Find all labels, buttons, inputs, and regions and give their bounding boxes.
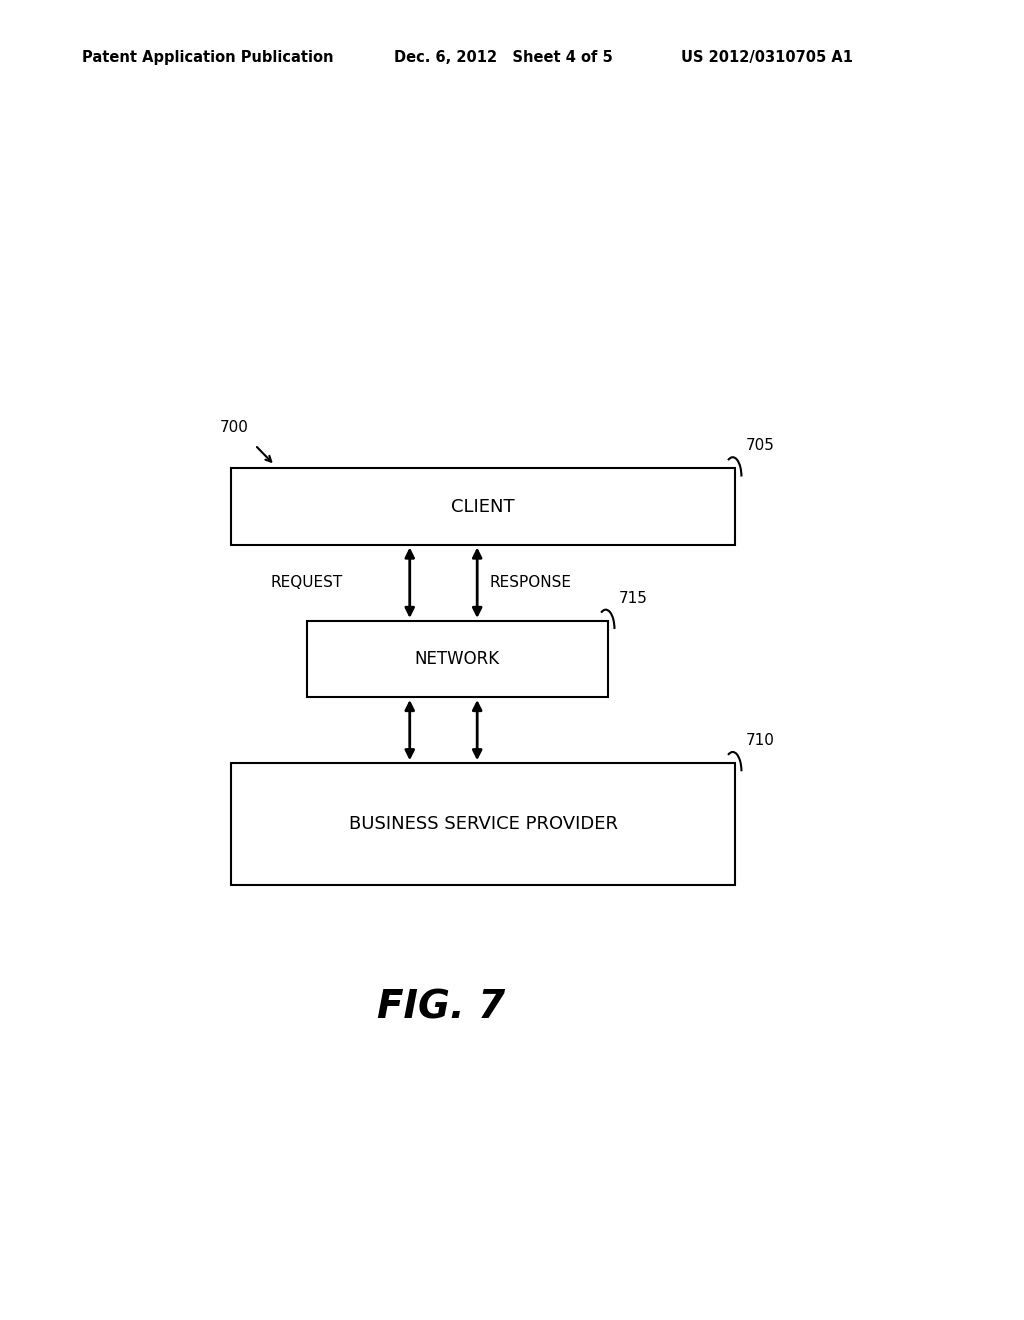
- Text: Dec. 6, 2012   Sheet 4 of 5: Dec. 6, 2012 Sheet 4 of 5: [394, 50, 613, 65]
- Text: US 2012/0310705 A1: US 2012/0310705 A1: [681, 50, 853, 65]
- Text: Patent Application Publication: Patent Application Publication: [82, 50, 334, 65]
- Text: 700: 700: [219, 420, 248, 436]
- FancyBboxPatch shape: [231, 469, 735, 545]
- Text: CLIENT: CLIENT: [452, 498, 515, 516]
- Text: 710: 710: [745, 733, 774, 748]
- Text: BUSINESS SERVICE PROVIDER: BUSINESS SERVICE PROVIDER: [348, 816, 617, 833]
- Text: FIG. 7: FIG. 7: [378, 989, 506, 1026]
- Text: 705: 705: [745, 438, 774, 453]
- Text: REQUEST: REQUEST: [270, 574, 342, 590]
- Text: NETWORK: NETWORK: [415, 649, 500, 668]
- FancyBboxPatch shape: [231, 763, 735, 886]
- Text: RESPONSE: RESPONSE: [489, 574, 571, 590]
- Text: 715: 715: [618, 590, 647, 606]
- FancyBboxPatch shape: [306, 620, 608, 697]
